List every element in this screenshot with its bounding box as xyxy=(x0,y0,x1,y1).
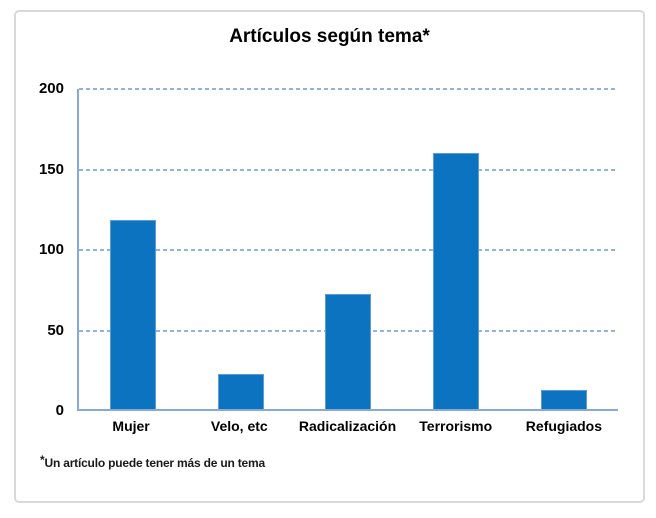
gridline-200 xyxy=(79,88,618,90)
footnote-text: Un artículo puede tener más de un tema xyxy=(44,456,265,470)
chart-title: Artículos según tema* xyxy=(229,26,430,47)
bar-Refugiados xyxy=(541,389,588,409)
chart-figure: Artículos según tema* 0 50 100 150 200 Mujer… xyxy=(14,10,645,503)
bar-slot-4 xyxy=(510,89,618,409)
gridline-150 xyxy=(79,168,618,171)
x-axis: Mujer Velo, etc Radicalización Terrorismo Re… xyxy=(77,418,618,434)
x-category-label-1: Velo, etc xyxy=(210,418,268,434)
y-tick-label-50: 50 xyxy=(47,321,64,339)
bar-Radicalización xyxy=(325,293,372,409)
bar-slot-2 xyxy=(295,89,403,409)
x-category-label-3: Terrorismo xyxy=(419,418,493,434)
x-category-label-2: Radicalización xyxy=(298,418,397,434)
bar-slot-0 xyxy=(79,89,187,409)
gridline-100 xyxy=(79,249,618,251)
bar-Mujer xyxy=(109,220,156,409)
y-tick-label-0: 0 xyxy=(55,402,64,419)
y-tick-label-150: 150 xyxy=(38,160,64,178)
bar-Velo, etc xyxy=(217,373,264,409)
y-tick-label-200: 200 xyxy=(38,80,64,97)
y-tick-label-100: 100 xyxy=(38,241,64,258)
bar-slot-1 xyxy=(187,89,295,409)
plot-area xyxy=(77,88,618,411)
bar-slot-3 xyxy=(402,89,510,409)
chart-footnote: *Un artículo puede tener más de un tema xyxy=(40,453,265,470)
footnote-asterisk: * xyxy=(40,453,45,467)
x-category-label-0: Mujer xyxy=(112,418,150,434)
x-category-label-4: Refugiados xyxy=(525,418,603,434)
bar-Terrorismo xyxy=(433,153,480,409)
